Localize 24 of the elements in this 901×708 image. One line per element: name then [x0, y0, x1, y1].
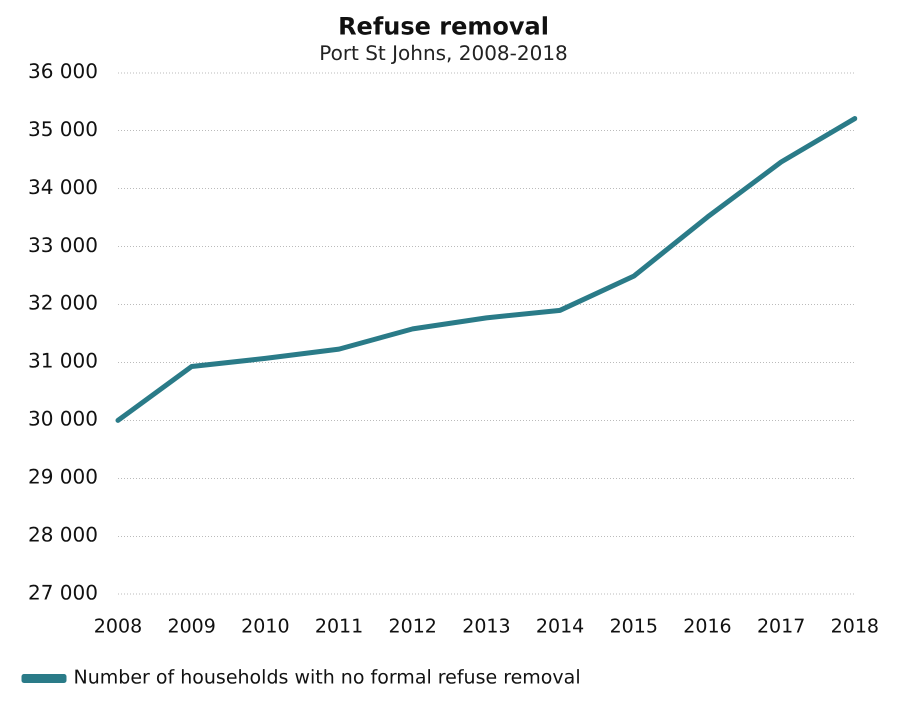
y-tick-label: 33 000	[28, 232, 98, 257]
y-tick-label: 35 000	[28, 116, 98, 141]
x-tick-label: 2012	[388, 616, 437, 638]
x-tick-label: 2017	[756, 616, 806, 638]
x-tick-label: 2008	[94, 616, 142, 638]
legend-label: Number of households with no formal refuse removal	[74, 666, 581, 688]
x-tick-label: 2015	[610, 616, 658, 638]
y-tick-label: 29 000	[28, 464, 98, 489]
x-tick-label: 2013	[462, 616, 511, 638]
y-tick-label: 27 000	[28, 580, 98, 604]
x-tick-label: 2010	[241, 616, 290, 638]
y-tick-label: 31 000	[28, 348, 98, 373]
y-tick-label: 32 000	[28, 290, 98, 315]
x-tick-label: 2016	[683, 616, 732, 638]
y-tick-label: 34 000	[28, 174, 98, 199]
y-tick-label: 28 000	[28, 522, 98, 546]
x-tick-label: 2018	[830, 616, 880, 638]
y-tick-label: 36 000	[28, 59, 98, 84]
chart-title: Refuse removal	[338, 12, 549, 41]
x-tick-label: 2014	[536, 616, 584, 638]
chart-subtitle: Port St Johns, 2008-2018	[319, 41, 568, 66]
x-tick-label: 2011	[314, 616, 364, 638]
x-tick-label: 2009	[167, 616, 216, 638]
y-tick-label: 30 000	[28, 406, 98, 431]
